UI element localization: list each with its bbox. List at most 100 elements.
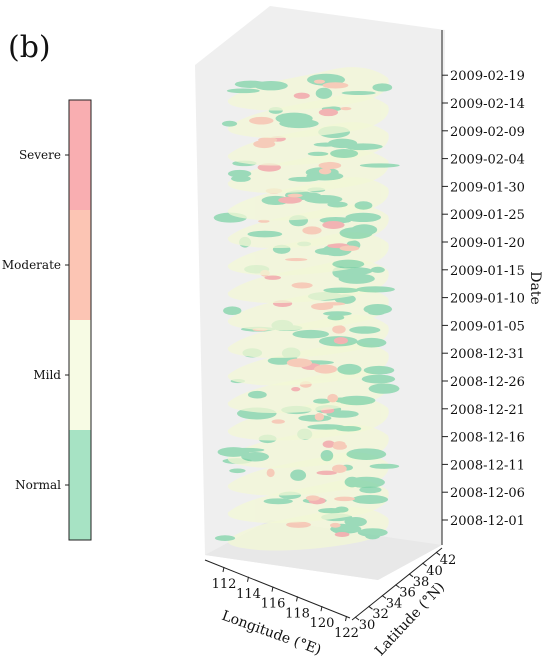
map-region-normal — [231, 175, 251, 182]
map-region-normal — [363, 304, 393, 315]
map-region-normal — [315, 87, 333, 99]
map-region-normal — [357, 528, 388, 537]
longitude-tick — [222, 566, 225, 573]
map-region-normal — [318, 508, 345, 514]
map-region-normal — [359, 486, 382, 494]
longitude-tick — [345, 615, 347, 622]
date-tick-label: 2009-01-15 — [450, 264, 525, 279]
colorbar-label-severe: Severe — [19, 148, 61, 162]
map-layer — [222, 452, 400, 496]
map-region-severe — [316, 470, 337, 476]
latitude-tick — [354, 616, 360, 621]
latitude-tick — [435, 551, 441, 556]
map-region-moderate — [339, 245, 360, 252]
map-region-normal — [229, 468, 246, 474]
map-region-moderate — [266, 468, 275, 478]
date-axis: 2008-12-01 2008-12-06 2008-12-11 2008-12-16… — [441, 30, 525, 545]
colorbar: Normal Mild Moderate Severe — [2, 99, 92, 541]
map-layer — [227, 149, 400, 194]
colorbar-segment-normal — [69, 430, 91, 540]
map-region-severe — [278, 196, 302, 204]
map-region-normal — [330, 149, 359, 159]
map-region-moderate — [287, 193, 303, 198]
map-layers — [213, 67, 400, 551]
map-region-moderate — [302, 226, 322, 235]
date-tick-label: 2009-01-10 — [450, 292, 525, 307]
map-region-moderate — [327, 393, 339, 403]
map-region-normal — [363, 365, 395, 375]
map-region-normal — [351, 494, 389, 505]
date-tick-label: 2008-12-11 — [450, 458, 525, 473]
longitude-tick-label: 118 — [285, 606, 310, 621]
date-tick-label: 2009-02-04 — [450, 153, 525, 168]
map-region-normal — [372, 83, 393, 92]
latitude-tick-label: 38 — [413, 575, 430, 590]
colorbar-segment-severe — [69, 100, 91, 210]
latitude-tick-label: 36 — [399, 586, 416, 601]
map-region-moderate — [313, 79, 326, 84]
map-region-normal — [313, 142, 338, 147]
map-layer — [213, 204, 389, 249]
map-region-normal — [343, 143, 383, 150]
date-tick-label: 2008-12-26 — [450, 375, 525, 390]
map-region-moderate — [249, 116, 274, 125]
date-tick-label: 2009-02-14 — [450, 97, 525, 112]
colorbar-label-normal: Normal — [15, 478, 61, 492]
map-region-normal — [369, 463, 400, 469]
date-tick-label: 2008-12-06 — [450, 486, 525, 501]
map-region-normal — [227, 169, 252, 178]
colorbar-segment-mild — [69, 320, 91, 430]
map-region-moderate — [291, 282, 313, 289]
latitude-tick-label: 32 — [372, 607, 389, 622]
map-region-normal — [282, 115, 297, 122]
map-region-normal — [349, 326, 381, 334]
longitude-tick — [247, 576, 249, 582]
map-region-normal — [345, 212, 382, 223]
latitude-tick-label: 34 — [386, 596, 403, 611]
latitude-tick — [422, 562, 427, 567]
map-region-severe — [322, 440, 336, 448]
map-region-moderate — [314, 413, 325, 421]
map-region-moderate — [314, 364, 338, 374]
map-region-severe — [264, 275, 282, 280]
date-tick-label: 2009-01-25 — [450, 208, 525, 223]
map-region-normal — [359, 163, 400, 168]
date-axis-label: Date — [527, 271, 543, 304]
map-region-moderate — [332, 325, 346, 334]
map-layer — [227, 232, 389, 276]
map-region-moderate — [318, 161, 342, 170]
latitude-tick-label: 40 — [426, 564, 443, 579]
map-region-normal — [314, 247, 343, 255]
map-region-normal — [348, 476, 385, 489]
map-region-normal — [327, 314, 345, 321]
map-region-moderate — [322, 82, 349, 89]
map-region-moderate — [340, 107, 352, 111]
map-region-normal — [344, 516, 367, 527]
map-layer — [227, 177, 389, 221]
colorbar-label-moderate: Moderate — [2, 258, 61, 272]
map-region-normal — [223, 306, 242, 316]
date-tick-label: 2008-12-31 — [450, 347, 525, 362]
latitude-tick — [395, 584, 400, 588]
map-region-normal — [306, 171, 344, 181]
map-region-moderate — [332, 464, 347, 473]
map-region-normal — [341, 90, 376, 96]
map-region-normal — [327, 201, 348, 208]
date-tick-label: 2009-02-19 — [450, 69, 525, 84]
map-layer — [227, 369, 400, 414]
map-region-normal — [356, 286, 395, 293]
date-tick-label: 2009-01-20 — [450, 236, 525, 251]
map-region-normal — [290, 469, 307, 481]
latitude-tick — [381, 595, 387, 599]
longitude-tick-label: 120 — [310, 616, 335, 631]
colorbar-frame — [68, 99, 92, 541]
map-region-moderate — [258, 137, 278, 143]
map-region-moderate — [318, 168, 332, 175]
map-region-normal — [241, 452, 270, 462]
map-region-moderate — [271, 419, 285, 424]
map-region-normal — [338, 273, 375, 284]
map-region-moderate — [286, 358, 313, 368]
